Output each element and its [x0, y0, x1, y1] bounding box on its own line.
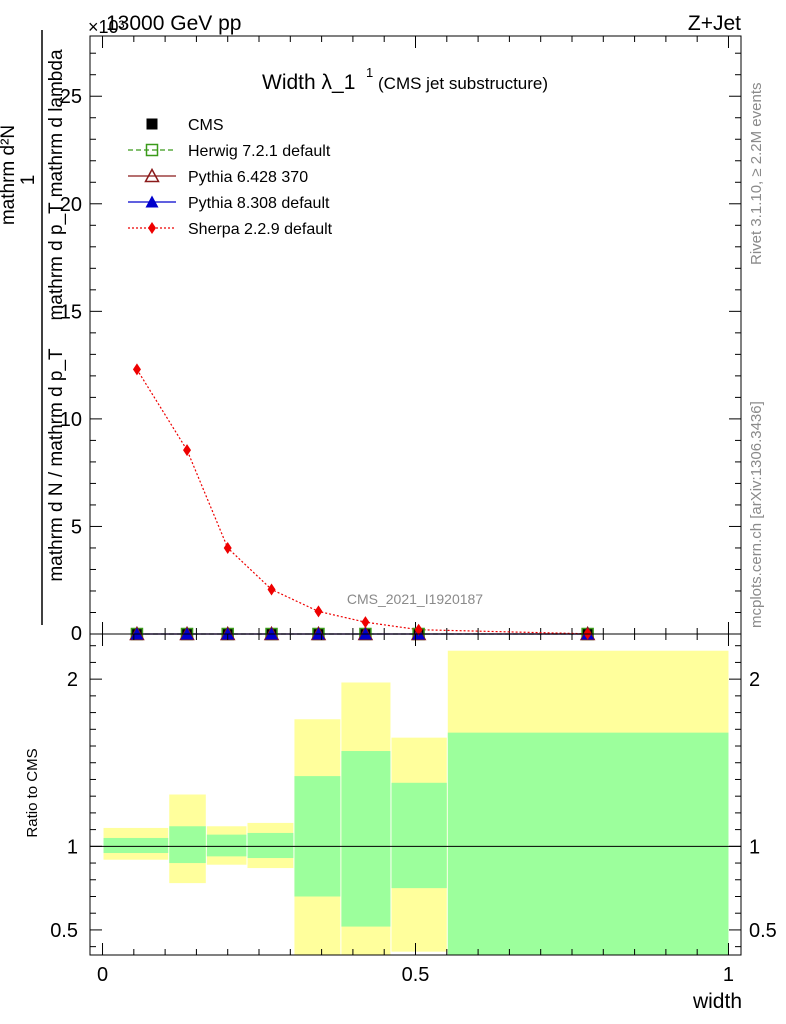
ratio-inner-band — [206, 834, 247, 857]
mcplots-label: mcplots.cern.ch [arXiv:1306.3436] — [748, 401, 765, 628]
sherpa-point — [267, 583, 276, 596]
legend-label: Sherpa 2.2.9 default — [188, 221, 333, 238]
ylabel-denominator: mathrm d p_T mathrm d lambda — [46, 49, 67, 320]
x-tick-label: 1 — [723, 964, 734, 986]
x-tick-label: 0.5 — [402, 964, 430, 986]
ylabel-numerator: mathrm d²N — [0, 125, 19, 225]
legend-label: Pythia 8.308 default — [188, 195, 330, 212]
ratio-inner-band — [294, 776, 341, 897]
legend-marker — [148, 222, 156, 234]
legend: CMS Herwig 7.2.1 default Pythia 6.428 370 P… — [128, 117, 333, 238]
ratio-ticks: 0 0.5 1 0.5 0.5 1 1 2 2 — [50, 634, 777, 986]
ratio-inner-band — [247, 832, 294, 859]
ylabel-prefix-numerator: 1 — [18, 175, 39, 186]
plot-title-superscript: 1 — [366, 65, 373, 80]
ratio-y-tick-label-right: 1 — [749, 836, 760, 858]
ratio-y-tick-label-right: 0.5 — [749, 920, 777, 942]
ratio-inner-band — [103, 837, 169, 854]
rivet-version-label: Rivet 3.1.10, ≥ 2.2M events — [748, 83, 765, 266]
legend-marker — [146, 118, 158, 130]
main-y-tick-label: 20 — [60, 194, 82, 216]
x-tick-label: 0 — [97, 964, 108, 986]
ratio-y-tick-label: 1 — [67, 836, 78, 858]
ratio-inner-band — [169, 826, 206, 864]
ratio-bands — [90, 650, 741, 955]
sherpa-point — [414, 623, 423, 636]
sherpa-point — [132, 363, 141, 376]
legend-label: Herwig 7.2.1 default — [188, 143, 331, 160]
analysis-watermark: CMS_2021_I1920187 — [347, 591, 483, 607]
ratio-y-tick-label: 0.5 — [50, 920, 78, 942]
x-axis-label: width — [692, 990, 742, 1013]
sherpa-point — [314, 605, 323, 618]
ratio-inner-band — [447, 732, 729, 955]
main-ticks: 5 10 15 20 25 0 — [60, 36, 741, 645]
main-y-tick-label: 25 — [60, 86, 82, 108]
legend-label: Pythia 6.428 370 — [188, 169, 308, 186]
plot-title-subtitle: (CMS jet substructure) — [378, 74, 548, 93]
legend-marker — [145, 143, 159, 157]
main-y-tick-label: 0 — [71, 623, 82, 645]
main-y-tick-label: 10 — [60, 409, 82, 431]
main-y-tick-label: 15 — [60, 301, 82, 323]
ratio-ylabel: Ratio to CMS — [24, 748, 41, 837]
process-label: Z+Jet — [688, 12, 741, 35]
ratio-inner-band — [341, 751, 391, 927]
main-ylabel: 1 mathrm d N / mathrm d p_T mathrm d²N m… — [0, 30, 67, 625]
legend-label: CMS — [188, 117, 224, 134]
plot-title: Width λ_1 — [262, 71, 355, 94]
ylabel-prefix-denominator: mathrm d N / mathrm d p_T — [46, 348, 67, 582]
main-y-tick-label: 5 — [71, 516, 82, 538]
ratio-y-tick-label-right: 2 — [749, 669, 760, 691]
ratio-y-tick-label: 2 — [67, 669, 78, 691]
energy-label: 13000 GeV pp — [106, 12, 241, 35]
sherpa-point — [183, 444, 192, 457]
legend-marker — [144, 167, 160, 183]
ratio-inner-band — [391, 782, 447, 889]
sherpa-point — [361, 616, 370, 629]
sherpa-point — [223, 541, 232, 554]
axis-multiplier: ×10³ — [88, 17, 125, 37]
sherpa-line — [136, 369, 588, 635]
legend-marker — [145, 195, 159, 208]
